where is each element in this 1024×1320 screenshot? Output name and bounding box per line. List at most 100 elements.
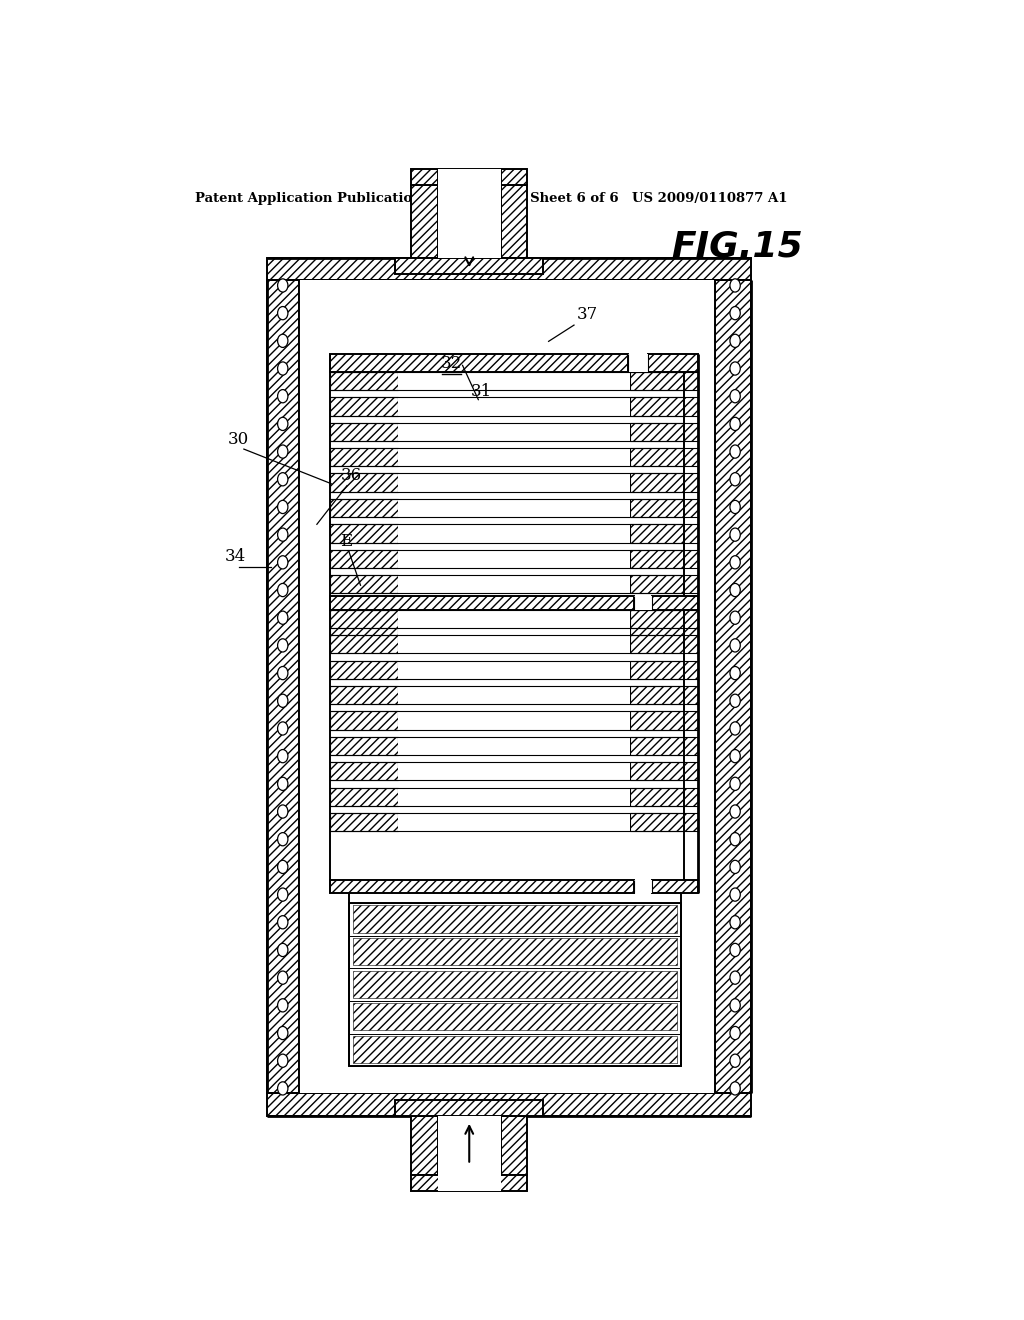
Circle shape [730,667,740,680]
Circle shape [278,972,288,985]
Bar [631,635,697,653]
Bar [331,422,398,441]
Circle shape [278,334,288,347]
Bar [352,906,677,933]
Bar [631,422,697,441]
Bar [631,610,697,628]
Circle shape [730,528,740,541]
Bar [715,280,751,1093]
Bar [397,499,631,517]
Circle shape [730,279,740,292]
Bar [631,524,697,543]
Circle shape [730,916,740,929]
Bar [634,880,652,894]
Bar [331,372,398,391]
Bar [631,499,697,517]
Bar [397,737,631,755]
Bar [437,169,501,257]
Bar [299,894,716,1093]
Circle shape [730,639,740,652]
Bar [267,1093,751,1115]
Bar [395,1100,543,1115]
Circle shape [730,445,740,458]
Bar [331,762,398,780]
Bar [397,762,631,780]
Circle shape [278,1055,288,1068]
Bar [331,660,398,678]
Circle shape [730,417,740,430]
Bar [397,686,631,704]
Circle shape [278,777,288,791]
Bar [397,610,631,628]
Circle shape [278,445,288,458]
Circle shape [278,861,288,874]
Circle shape [278,750,288,763]
Circle shape [730,611,740,624]
Bar [352,939,677,965]
Circle shape [278,833,288,846]
Bar [631,660,697,678]
Circle shape [730,750,740,763]
Bar [631,549,697,568]
Bar [352,1003,677,1031]
Text: Apr. 30, 2009  Sheet 6 of 6: Apr. 30, 2009 Sheet 6 of 6 [422,191,618,205]
Text: 36: 36 [341,467,361,483]
Bar [331,635,398,653]
Bar [437,1115,501,1191]
Circle shape [730,1055,740,1068]
Circle shape [730,500,740,513]
Bar [397,397,631,416]
Bar [397,447,631,466]
Bar [652,880,697,894]
Circle shape [278,694,288,708]
Bar [631,397,697,416]
Circle shape [278,473,288,486]
Bar [397,524,631,543]
Circle shape [730,694,740,708]
Circle shape [278,389,288,403]
Bar [631,576,697,594]
Circle shape [730,833,740,846]
Bar [631,626,697,644]
Bar [412,169,527,185]
Circle shape [278,306,288,319]
Circle shape [278,999,288,1012]
Bar [501,185,527,257]
Bar [348,903,681,1067]
Bar [631,447,697,466]
Bar [331,737,398,755]
Bar [331,397,398,416]
Bar [331,788,398,805]
Bar [631,601,697,619]
Circle shape [730,1082,740,1096]
Bar [397,576,631,594]
Bar [331,610,398,628]
Text: E: E [340,533,352,549]
Circle shape [730,777,740,791]
Bar [331,576,398,594]
Bar [331,354,628,372]
Bar [397,711,631,730]
Bar [634,597,652,610]
Bar [331,549,398,568]
Circle shape [278,944,288,957]
Bar [397,635,631,653]
Circle shape [730,805,740,818]
Circle shape [278,916,288,929]
Circle shape [278,556,288,569]
Bar [501,1115,527,1175]
Circle shape [278,583,288,597]
Circle shape [730,362,740,375]
Bar [331,813,398,832]
Bar [631,711,697,730]
Bar [397,626,631,644]
Bar [631,737,697,755]
Bar [631,762,697,780]
Bar [331,597,634,610]
Circle shape [278,639,288,652]
Circle shape [278,362,288,375]
Bar [631,372,697,391]
Bar [397,422,631,441]
Circle shape [278,1027,288,1040]
Bar [331,447,398,466]
